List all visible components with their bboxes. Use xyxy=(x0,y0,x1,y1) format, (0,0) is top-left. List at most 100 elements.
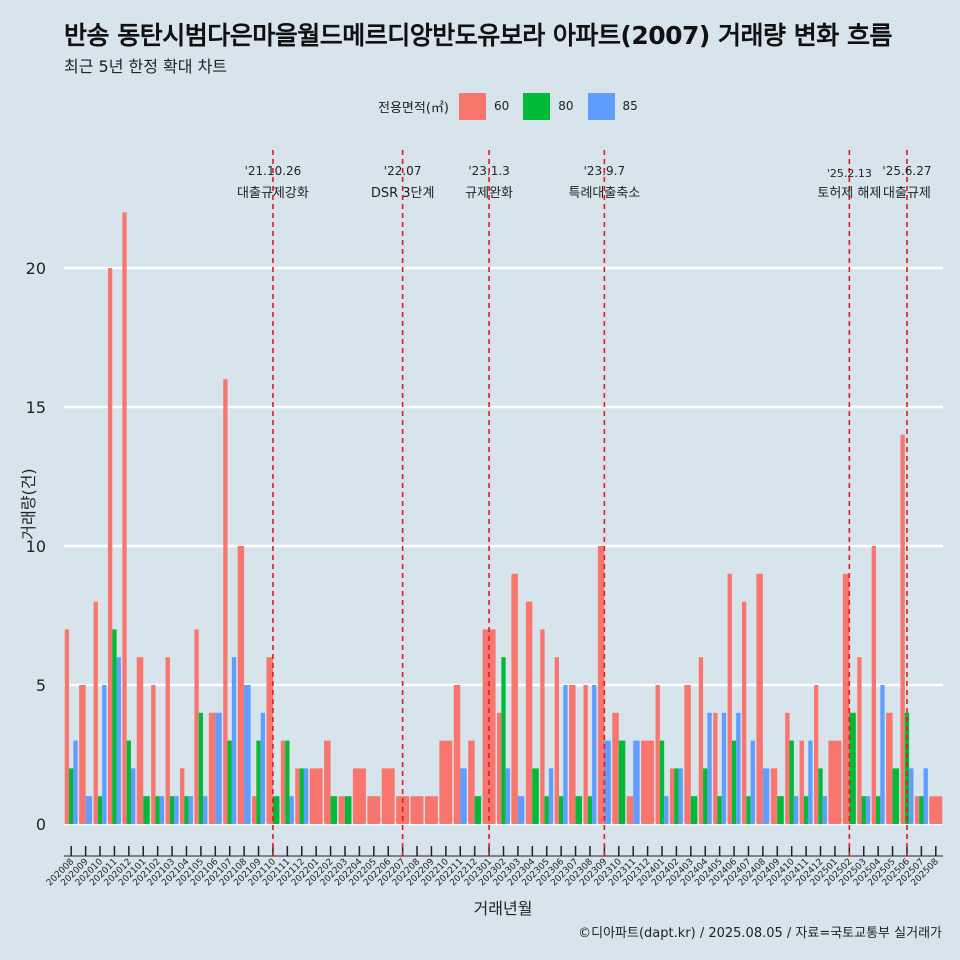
bar-85-202504 xyxy=(880,685,885,824)
bar-60-202502 xyxy=(842,573,850,824)
bar-60-202505 xyxy=(886,712,893,824)
bar-80-202412 xyxy=(818,768,823,824)
bar-60-202210 xyxy=(439,740,453,824)
bar-60-202403 xyxy=(684,685,691,824)
bar-60-202302 xyxy=(497,712,502,824)
bar-85-202112 xyxy=(303,768,309,824)
bar-80-202101 xyxy=(143,796,150,824)
bar-85-202406 xyxy=(736,712,741,824)
legend-label-60: 60 xyxy=(493,99,510,113)
bar-85-202106 xyxy=(215,712,222,824)
bar-60-202009 xyxy=(79,685,86,824)
bar-80-202212 xyxy=(474,796,482,824)
bar-80-202008 xyxy=(69,768,74,824)
bar-60-202311 xyxy=(626,796,634,824)
event-label: 대출규제 xyxy=(883,186,931,201)
bar-80-202308 xyxy=(587,796,593,824)
bar-60-202109 xyxy=(252,796,257,824)
legend: 전용면적(㎡) 60 80 85 xyxy=(378,92,642,120)
bar-60-202104 xyxy=(179,768,185,824)
bar-80-202502 xyxy=(849,712,856,824)
bar-60-202202 xyxy=(324,740,331,824)
bar-60-202305 xyxy=(540,629,545,824)
bar-85-202010 xyxy=(102,685,107,824)
bar-80-202302 xyxy=(501,657,506,824)
legend-label-85: 85 xyxy=(622,99,638,113)
bar-80-202406 xyxy=(731,740,737,824)
bar-85-202104 xyxy=(188,796,193,824)
bar-80-202304 xyxy=(532,768,539,824)
bar-85-202305 xyxy=(548,768,554,824)
bar-80-202310 xyxy=(618,740,626,824)
bar-85-202011 xyxy=(116,657,121,824)
bar-80-202011 xyxy=(112,629,117,824)
bar-85-202109 xyxy=(260,712,266,824)
bar-60-202206 xyxy=(381,768,395,824)
bar-60-202508 xyxy=(929,796,943,824)
bar-85-202211 xyxy=(460,768,467,824)
event-date: '23.1.3 xyxy=(468,164,509,178)
bar-60-202411 xyxy=(799,740,804,824)
bar-60-202212 xyxy=(468,740,475,824)
bar-85-202309 xyxy=(604,740,611,824)
bar-80-202012 xyxy=(126,740,132,824)
bar-80-202504 xyxy=(875,796,881,824)
y-tick-label: 0 xyxy=(36,815,46,834)
bar-60-202108 xyxy=(237,546,245,824)
event-date: '22.07 xyxy=(384,164,422,178)
y-tick-label: 20 xyxy=(26,259,46,278)
bar-85-202008 xyxy=(73,740,78,824)
bar-60-202405 xyxy=(713,712,718,824)
bar-80-202203 xyxy=(344,796,352,824)
bar-80-202403 xyxy=(690,796,698,824)
bar-60-202008 xyxy=(64,629,70,824)
bar-60-202102 xyxy=(151,685,156,824)
x-axis-title: 거래년월 xyxy=(474,899,533,918)
bar-60-202204 xyxy=(352,768,366,824)
bar-80-202507 xyxy=(919,796,924,824)
y-axis-title: 거래량(건) xyxy=(19,468,38,539)
bar-60-202501 xyxy=(828,740,842,824)
bar-80-202104 xyxy=(184,796,189,824)
event-date: '21.10.26 xyxy=(245,164,302,178)
bar-80-202202 xyxy=(330,796,338,824)
bar-80-202306 xyxy=(558,796,564,824)
bar-60-202208 xyxy=(410,796,424,824)
bar-60-202101 xyxy=(136,657,144,824)
bar-60-202309 xyxy=(597,546,605,824)
event-date: '23.9.7 xyxy=(584,164,625,178)
event-label: 대출규제강화 xyxy=(237,186,309,201)
bar-80-202307 xyxy=(575,796,583,824)
bar-80-202410 xyxy=(789,740,794,824)
bar-80-202505 xyxy=(892,768,900,824)
bar-60-202110 xyxy=(266,657,273,824)
bar-80-202107 xyxy=(227,740,232,824)
bar-80-202407 xyxy=(746,796,751,824)
bar-85-202009 xyxy=(85,796,93,824)
event-label: 토허제 해제 xyxy=(817,186,881,201)
bar-80-202010 xyxy=(97,796,103,824)
bar-85-202411 xyxy=(808,740,813,824)
bar-85-202303 xyxy=(517,796,525,824)
chart-title: 반송 동탄시범다은마을월드메르디앙반도유보라 아파트(2007) 거래량 변화 … xyxy=(64,21,892,50)
bar-60-202209 xyxy=(424,796,438,824)
event-label: DSR 3단계 xyxy=(371,186,435,201)
bar-60-202407 xyxy=(741,601,747,824)
bar-60-202201 xyxy=(309,768,323,824)
bar-60-202203 xyxy=(338,796,345,824)
bar-85-202306 xyxy=(563,685,568,824)
bar-80-202404 xyxy=(703,768,708,824)
bar-80-202409 xyxy=(777,796,784,824)
source-caption: ©디아파트(dapt.kr) / 2025.08.05 / 자료=국토교통부 실… xyxy=(578,926,942,941)
bar-85-202012 xyxy=(131,768,136,824)
bar-60-202111 xyxy=(280,740,286,824)
bar-60-202011 xyxy=(107,268,113,824)
legend-title: 전용면적(㎡) xyxy=(378,100,449,116)
bar-85-202108 xyxy=(244,685,251,824)
bar-80-202110 xyxy=(272,796,280,824)
bar-60-202112 xyxy=(295,768,300,824)
bar-85-202311 xyxy=(633,740,640,824)
bar-80-202405 xyxy=(717,796,722,824)
legend-key-80 xyxy=(523,92,551,120)
